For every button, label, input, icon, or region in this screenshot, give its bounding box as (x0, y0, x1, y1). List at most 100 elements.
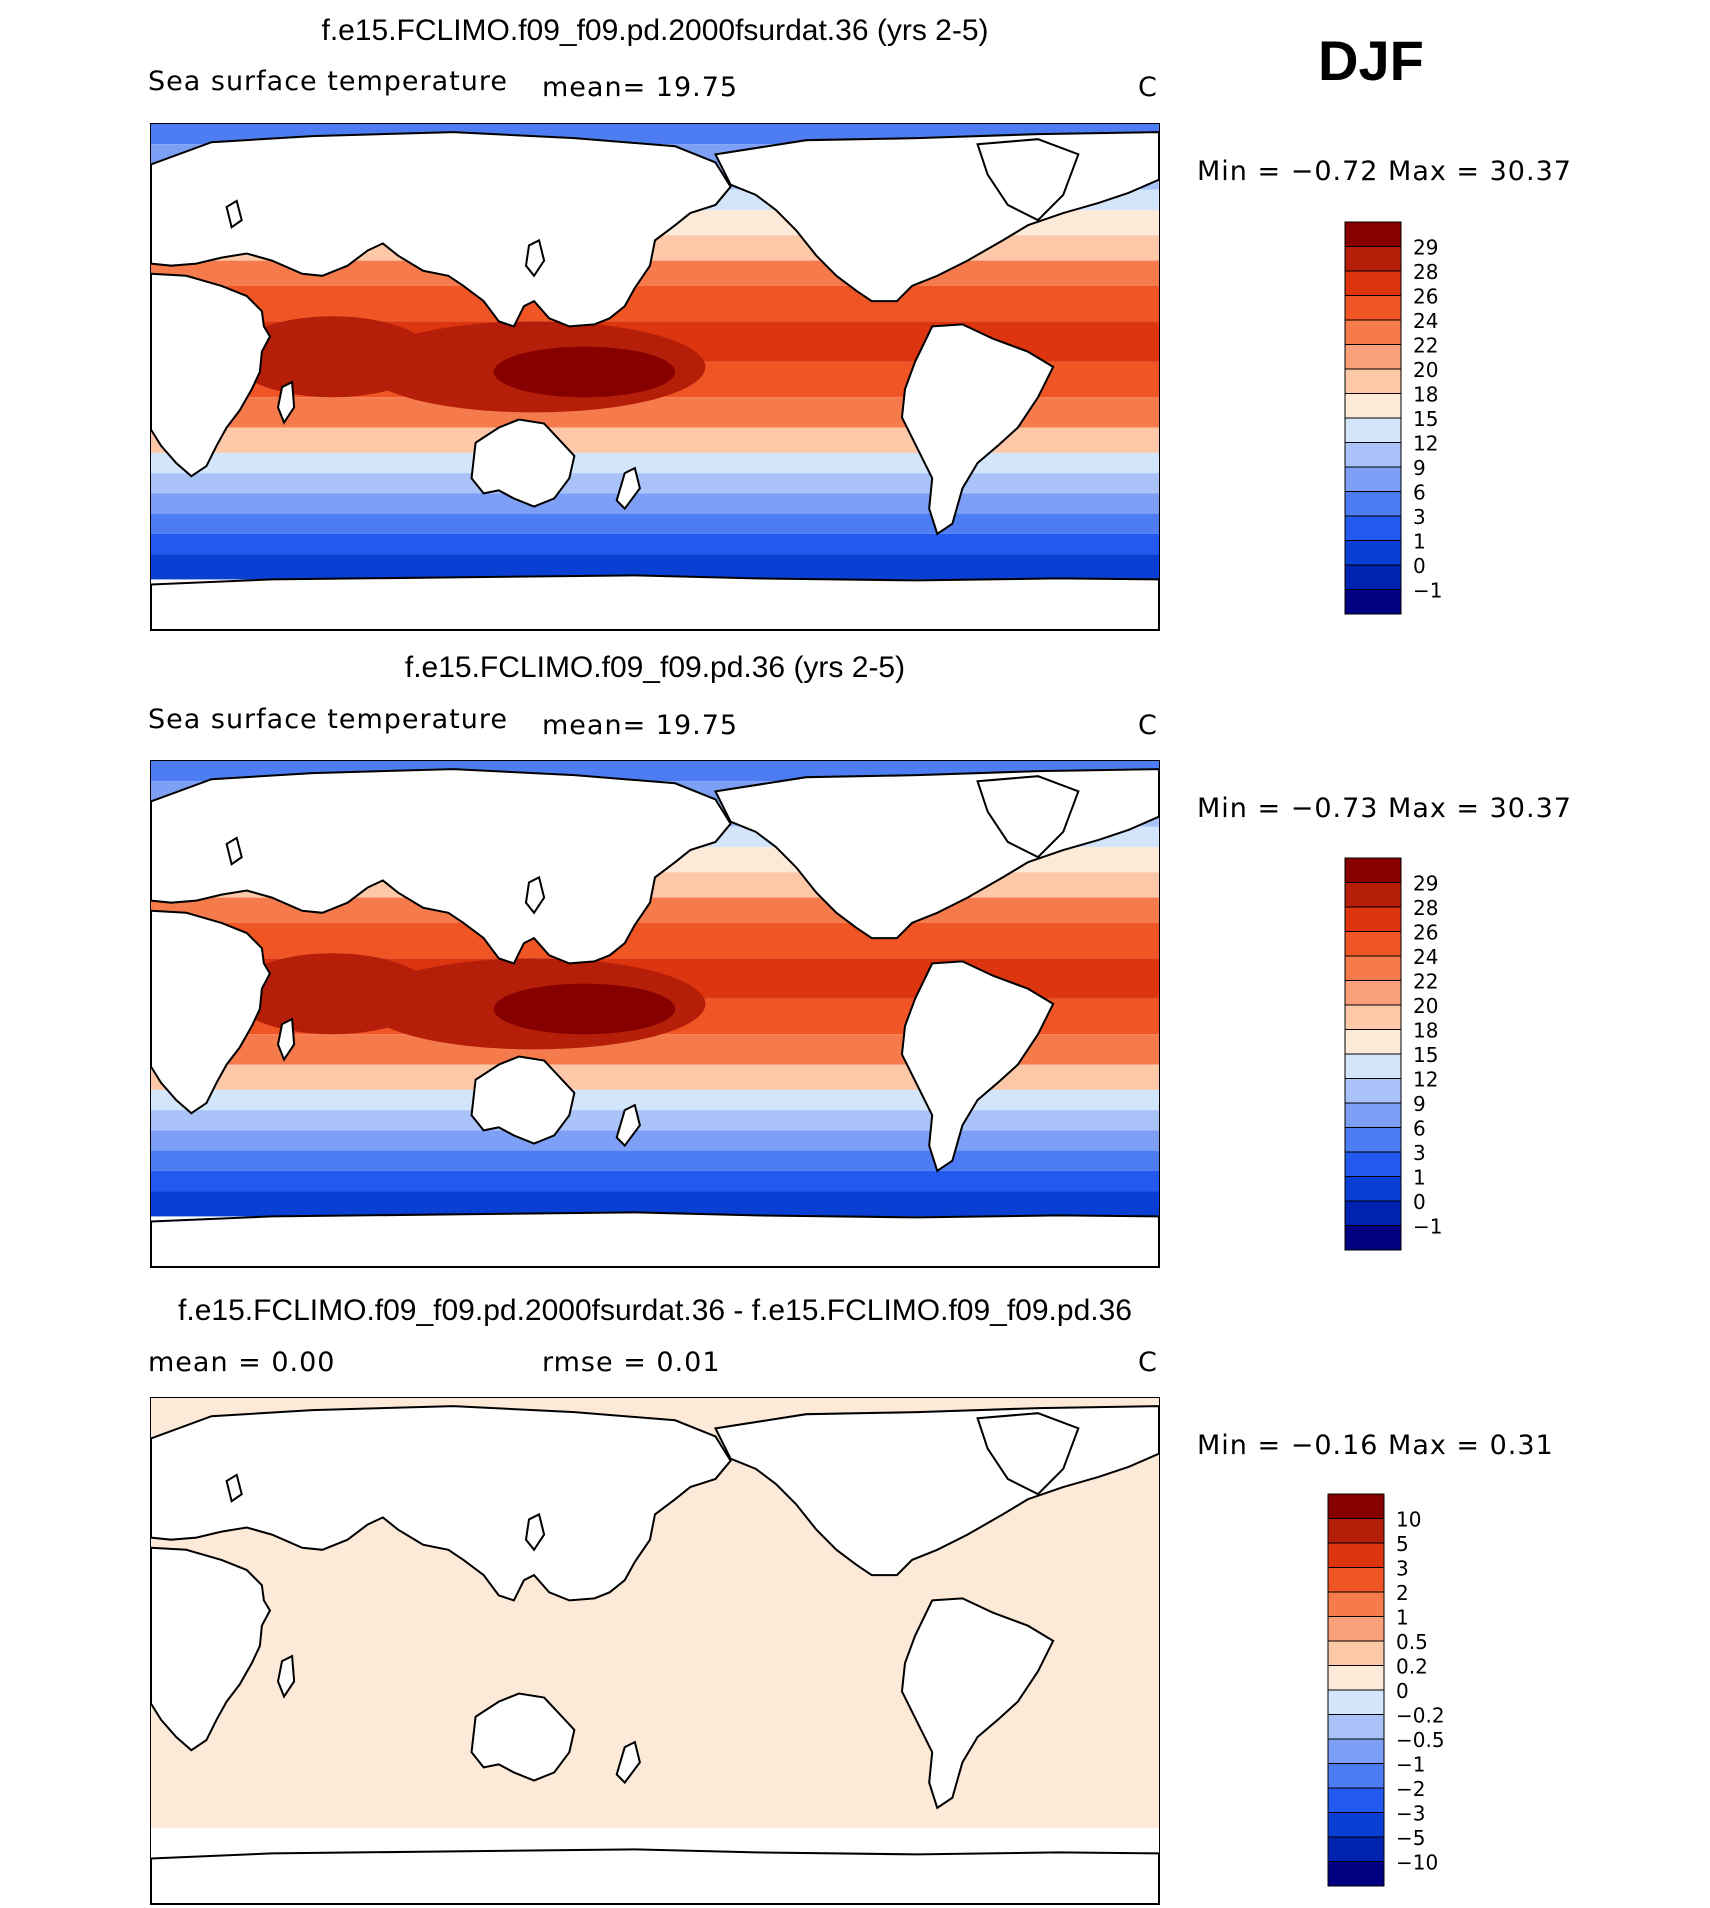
colorbar-tick-label: 3 (1413, 505, 1426, 529)
ocean-band (151, 1150, 1159, 1171)
landmass-eurasia (151, 768, 732, 965)
colorbar-swatch (1327, 1542, 1385, 1568)
colorbar-swatch (1344, 270, 1402, 296)
colorbar-tick-label: 18 (1413, 1019, 1438, 1043)
panel-1-title: f.e15.FCLIMO.f09_f09.pd.2000fsurdat.36 (… (321, 14, 989, 47)
landmass-eurasia (151, 131, 732, 328)
colorbar-tick-label: 26 (1413, 285, 1438, 309)
landmass-greenland (976, 775, 1080, 859)
landmass-samerica (900, 1597, 1055, 1810)
panel-2-minmax: Min = −0.73 Max = 30.37 (1197, 793, 1572, 824)
colorbar-tick-label: 0 (1413, 554, 1426, 578)
colorbar-swatch (1344, 931, 1402, 957)
colorbar-swatch (1344, 417, 1402, 443)
colorbar-swatch (1327, 1689, 1385, 1715)
colorbar-tick-label: −2 (1396, 1777, 1425, 1801)
landmass-japan (524, 875, 546, 915)
colorbar-tick-label: −0.5 (1396, 1728, 1445, 1752)
colorbar-swatch (1344, 540, 1402, 566)
colorbar-tick-label: −3 (1396, 1802, 1425, 1826)
colorbar-swatch (1327, 1616, 1385, 1642)
panel-1-map (150, 123, 1160, 631)
colorbar-tick-label: 22 (1413, 334, 1438, 358)
colorbar-tick-label: 24 (1413, 945, 1438, 969)
ocean-band (151, 922, 1159, 959)
colorbar-swatch (1327, 1787, 1385, 1813)
panel-2-map (150, 760, 1160, 1268)
landmass-madagascar (276, 1017, 296, 1062)
colorbar-tick-label: 10 (1396, 1508, 1421, 1532)
landmass-samerica (900, 960, 1055, 1173)
indian-warm (231, 316, 434, 398)
colorbar-tick-label: 1 (1396, 1606, 1409, 1630)
colorbar-swatch (1344, 295, 1402, 321)
colorbar-swatch (1344, 344, 1402, 370)
colorbar-tick-label: 6 (1413, 481, 1426, 505)
colorbar-swatch (1344, 906, 1402, 932)
colorbar-swatch (1344, 246, 1402, 272)
ocean-band (151, 513, 1159, 534)
ocean-band (151, 285, 1159, 322)
colorbar-tick-label: 0.2 (1396, 1655, 1428, 1679)
landmass-japan (524, 1512, 546, 1552)
landmass-antarctica (151, 574, 1159, 630)
colorbar-swatch (1344, 1127, 1402, 1153)
colorbar-swatch (1327, 1518, 1385, 1544)
colorbar-swatch (1344, 1102, 1402, 1128)
panel-2-mean-label: mean= 19.75 (542, 710, 739, 741)
colorbar-swatch (1327, 1591, 1385, 1617)
landmass-antarctica (151, 1848, 1159, 1904)
landmass-africa (151, 909, 272, 1115)
panel-2-colorbar: 29 28 26 24 22 20 18 15 12 9 6 3 1 0 −1 (1344, 857, 1505, 1258)
colorbar-tick-label: 2 (1396, 1581, 1409, 1605)
colorbar-tick-label: −1 (1413, 579, 1442, 603)
colorbar-swatch (1327, 1567, 1385, 1593)
ocean-band (151, 533, 1159, 555)
panel-3-map (150, 1397, 1160, 1905)
landmass-eurasia (151, 1405, 732, 1602)
colorbar-swatch (1344, 1151, 1402, 1177)
colorbar-swatch (1344, 1176, 1402, 1202)
colorbar-swatch (1327, 1493, 1385, 1519)
colorbar-swatch (1344, 980, 1402, 1006)
landmass-newzealand (615, 466, 641, 511)
panel-3-rmse-label: rmse = 0.01 (542, 1347, 721, 1378)
colorbar-swatch (1327, 1763, 1385, 1789)
panel-3-colorbar: 10 5 3 2 1 0.5 0.2 0 −0.2 −0.5 −1 −2 −3 −5 −10 (1327, 1493, 1508, 1894)
panel-1-units: C (1138, 72, 1158, 103)
colorbar-tick-label: 0.5 (1396, 1630, 1428, 1654)
colorbar-tick-label: 28 (1413, 260, 1438, 284)
colorbar-tick-label: 24 (1413, 309, 1438, 333)
landmass-newzealand (615, 1103, 641, 1148)
colorbar-tick-label: 26 (1413, 921, 1438, 945)
colorbar-swatch (1344, 393, 1402, 419)
colorbar-tick-label: 0 (1396, 1679, 1409, 1703)
colorbar-tick-label: 12 (1413, 432, 1438, 456)
colorbar-swatch (1344, 857, 1402, 883)
panel-3-title: f.e15.FCLIMO.f09_f09.pd.2000fsurdat.36 -… (178, 1294, 1132, 1327)
colorbar-swatch (1327, 1640, 1385, 1666)
panel-2-units: C (1138, 710, 1158, 741)
colorbar-swatch (1344, 221, 1402, 247)
panel-2-variable-label: Sea surface temperature (148, 704, 508, 735)
colorbar-tick-label: 20 (1413, 358, 1438, 382)
colorbar-tick-label: 9 (1413, 456, 1426, 480)
ocean-band (151, 1110, 1159, 1131)
colorbar-swatch (1344, 1029, 1402, 1055)
panel-1-mean-label: mean= 19.75 (542, 72, 739, 103)
colorbar-swatch (1327, 1861, 1385, 1887)
landmass-greenland (976, 138, 1080, 222)
colorbar-tick-label: 20 (1413, 994, 1438, 1018)
panel-1-variable-label: Sea surface temperature (148, 66, 508, 97)
colorbar-swatch (1327, 1738, 1385, 1764)
colorbar-tick-label: −0.2 (1396, 1704, 1445, 1728)
colorbar-swatch (1344, 1053, 1402, 1079)
landmass-uk (225, 199, 243, 229)
colorbar-tick-label: 9 (1413, 1092, 1426, 1116)
colorbar-tick-label: 29 (1413, 872, 1438, 896)
landmass-australia (470, 1692, 576, 1782)
colorbar-tick-label: 3 (1396, 1557, 1409, 1581)
